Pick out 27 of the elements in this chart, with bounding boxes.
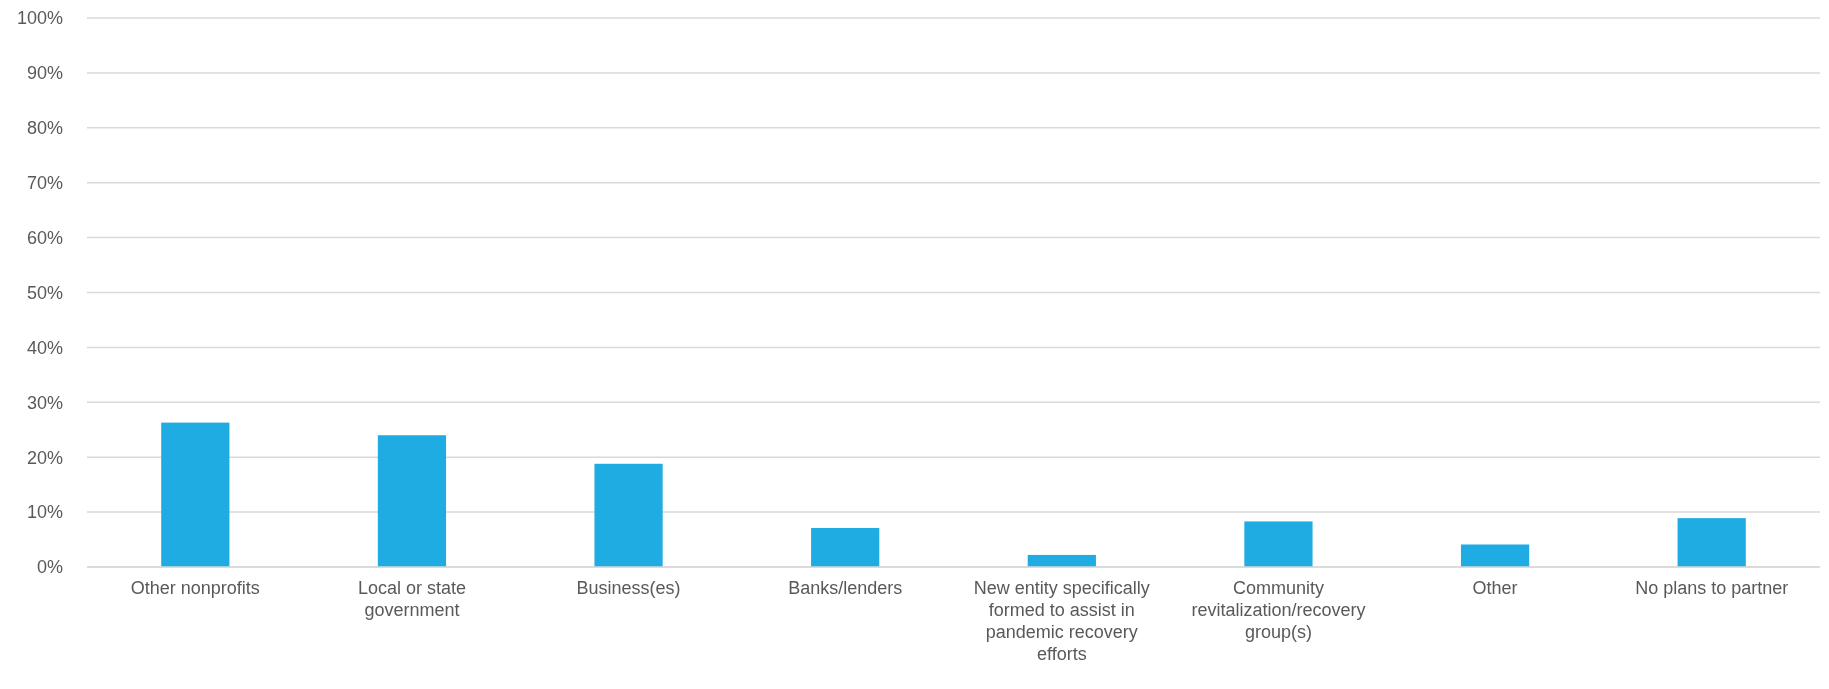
y-tick-label: 50% [26, 282, 63, 303]
x-tick-label: No plans to partner [1635, 578, 1789, 598]
bar [1677, 518, 1746, 567]
y-tick-label: 80% [26, 118, 63, 139]
bar [377, 435, 447, 567]
bar [1244, 521, 1313, 567]
bar [161, 422, 230, 567]
y-tick-label: 60% [26, 227, 63, 248]
x-tick-label: Business(es) [576, 578, 681, 598]
x-tick-label: Local or state government [357, 578, 466, 620]
y-tick-label: 0% [36, 557, 63, 578]
y-tick-label: 20% [26, 447, 63, 468]
x-tick-label: Community revitalization/recovery group(s) [1191, 578, 1366, 642]
y-tick-label: 40% [26, 337, 63, 358]
x-tick-label: Other nonprofits [130, 578, 260, 598]
y-tick-label: 100% [16, 8, 63, 29]
y-tick-label: 30% [26, 392, 63, 413]
y-tick-label: 90% [26, 63, 63, 84]
y-tick-label: 70% [26, 173, 63, 193]
y-tick-label: 10% [26, 502, 63, 523]
bar [811, 528, 880, 567]
bar [1027, 554, 1096, 567]
bar [594, 463, 663, 567]
x-tick-label: Banks/lenders [788, 578, 903, 598]
bar [1460, 544, 1530, 567]
x-tick-label: New entity specifically formed to assist in pandemic recovery efforts [973, 578, 1150, 664]
x-tick-label: Other [1472, 578, 1518, 598]
